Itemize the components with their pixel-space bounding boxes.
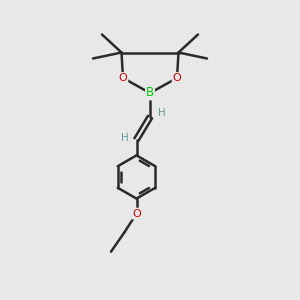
Text: H: H [121,133,129,143]
Text: H: H [158,108,165,118]
Text: O: O [172,73,182,83]
Text: O: O [132,208,141,219]
Text: B: B [146,86,154,100]
Text: O: O [118,73,127,83]
